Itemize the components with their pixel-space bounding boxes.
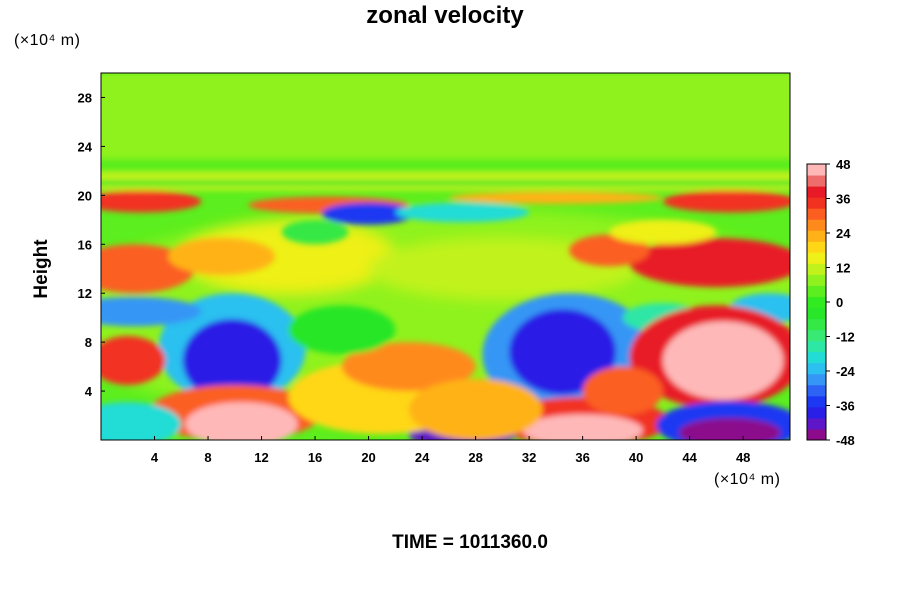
colorbar-segment [807, 197, 826, 209]
field-blob [101, 402, 182, 440]
colorbar-tick-label: 24 [836, 226, 851, 241]
colorbar-segment [807, 362, 826, 375]
field-blob [509, 309, 617, 395]
colorbar-segment [807, 241, 826, 253]
x-tick-label: 20 [361, 450, 375, 465]
colorbar-tick-label: 12 [836, 261, 850, 276]
x-tick-label: 16 [308, 450, 322, 465]
colorbar-segment [807, 329, 826, 342]
field-blob [101, 336, 166, 385]
y-tick-label: 4 [85, 384, 93, 399]
colorbar-segment [807, 252, 826, 264]
colorbar-segment [807, 351, 826, 364]
x-tick-label: 48 [736, 450, 750, 465]
colorbar-tick-label: -24 [836, 364, 856, 379]
colorbar-segment [807, 373, 826, 386]
colorbar-segment [807, 296, 826, 309]
colorbar-segment [807, 406, 826, 419]
field-blob [281, 219, 349, 245]
colorbar-segment [807, 164, 826, 176]
field-blob [368, 238, 637, 300]
colorbar-segment [807, 318, 826, 331]
x-tick-label: 40 [629, 450, 643, 465]
field-band [101, 134, 790, 159]
y-tick-label: 20 [78, 188, 92, 203]
colorbar-segment [807, 274, 826, 286]
x-tick-label: 24 [415, 450, 430, 465]
colorbar: 48 36 24 12 0 -12 -24 -36 -48 [806, 157, 856, 448]
field-blob [522, 414, 643, 440]
y-tick-label: 12 [78, 286, 92, 301]
colorbar-tick-label: -36 [836, 399, 855, 414]
x-tick-label: 4 [151, 450, 159, 465]
x-axis-unit: (×10⁴ m) [714, 471, 781, 488]
field-blob [395, 202, 530, 223]
x-tick-label: 12 [254, 450, 268, 465]
colorbar-tick-label: 36 [836, 192, 850, 207]
field-blob [569, 234, 650, 267]
colorbar-segment [807, 263, 826, 275]
y-axis-ticks: 4 8 12 16 20 24 28 [78, 90, 105, 399]
colorbar-segment [807, 417, 826, 430]
colorbar-tick-label: 48 [836, 157, 850, 172]
field-blob [185, 402, 298, 440]
y-tick-label: 24 [78, 139, 93, 154]
field-blob [101, 190, 202, 213]
field-blob [288, 305, 396, 355]
field-blob [448, 191, 663, 204]
x-tick-label: 28 [468, 450, 482, 465]
field-blob [662, 321, 784, 400]
field-band [101, 73, 790, 135]
x-tick-label: 36 [575, 450, 589, 465]
field-blob [321, 202, 416, 225]
heatmap-plot-area [101, 73, 790, 440]
field-band [101, 180, 790, 186]
colorbar-segment [807, 340, 826, 353]
x-tick-label: 32 [522, 450, 536, 465]
time-label: TIME = 1011360.0 [392, 532, 548, 553]
colorbar-segment [807, 307, 826, 320]
colorbar-segment [807, 186, 826, 198]
x-tick-label: 44 [682, 450, 697, 465]
field-blob [629, 238, 790, 288]
field-blob [662, 190, 790, 213]
field-blob [609, 219, 717, 245]
x-axis-ticks: 4 8 12 16 20 24 28 32 36 40 44 48 [151, 436, 750, 465]
y-tick-label: 8 [85, 335, 92, 350]
colorbar-segment [807, 384, 826, 397]
field-band [101, 158, 790, 173]
field-blob [341, 342, 476, 392]
field-blob [167, 238, 275, 275]
field-band [101, 172, 790, 181]
field-blob [101, 296, 202, 327]
colorbar-segment [807, 285, 826, 297]
colorbar-segment [807, 230, 826, 242]
y-tick-label: 16 [78, 237, 92, 252]
field-blob [408, 378, 543, 440]
y-axis-unit: (×10⁴ m) [14, 32, 81, 49]
colorbar-tick-label: -12 [836, 330, 855, 345]
y-tick-label: 28 [78, 90, 92, 105]
colorbar-segment [807, 395, 826, 408]
colorbar-segment [807, 219, 826, 231]
colorbar-segment [807, 208, 826, 220]
field-blob [582, 366, 663, 416]
x-tick-label: 8 [204, 450, 211, 465]
colorbar-segment [807, 428, 826, 441]
plot-frame [100, 72, 791, 441]
chart-title: zonal velocity [366, 2, 524, 29]
field-band [101, 185, 790, 191]
colorbar-tick-label: 0 [836, 295, 843, 310]
colorbar-tick-label: -48 [836, 433, 855, 448]
field-blob [678, 417, 781, 440]
colorbar-segment [807, 175, 826, 187]
field-blob [182, 318, 282, 403]
